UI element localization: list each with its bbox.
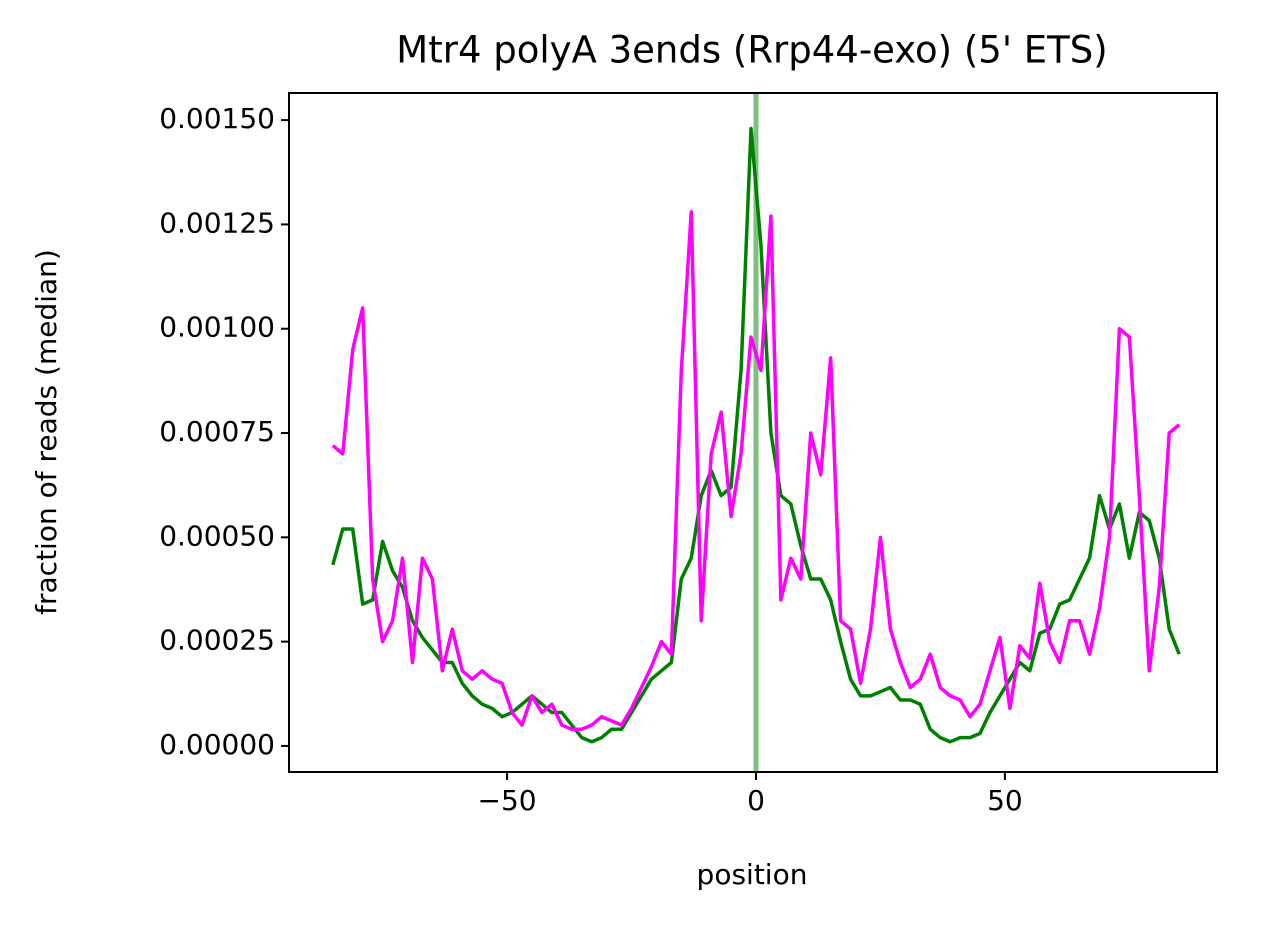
y-tick-label: 0.00000 (159, 728, 275, 761)
y-tick-label: 0.00025 (159, 624, 275, 657)
series-line (331, 210, 1181, 731)
y-axis-label: fraction of reads (median) (30, 249, 63, 615)
x-tick-label: 0 (747, 784, 765, 817)
y-tick-label: 0.00150 (159, 102, 275, 135)
plot-frame (288, 92, 1218, 773)
x-tick-label: −50 (478, 784, 537, 817)
y-tick-label: 0.00100 (159, 311, 275, 344)
chart-title: Mtr4 polyA 3ends (Rrp44-exo) (5' ETS) (396, 29, 1107, 72)
y-tick-label: 0.00125 (159, 206, 275, 239)
x-tick-label: 50 (987, 784, 1023, 817)
x-axis-label: position (697, 858, 808, 891)
y-tick-label: 0.00050 (159, 519, 275, 552)
y-tick-label: 0.00075 (159, 415, 275, 448)
series-line (331, 126, 1181, 744)
